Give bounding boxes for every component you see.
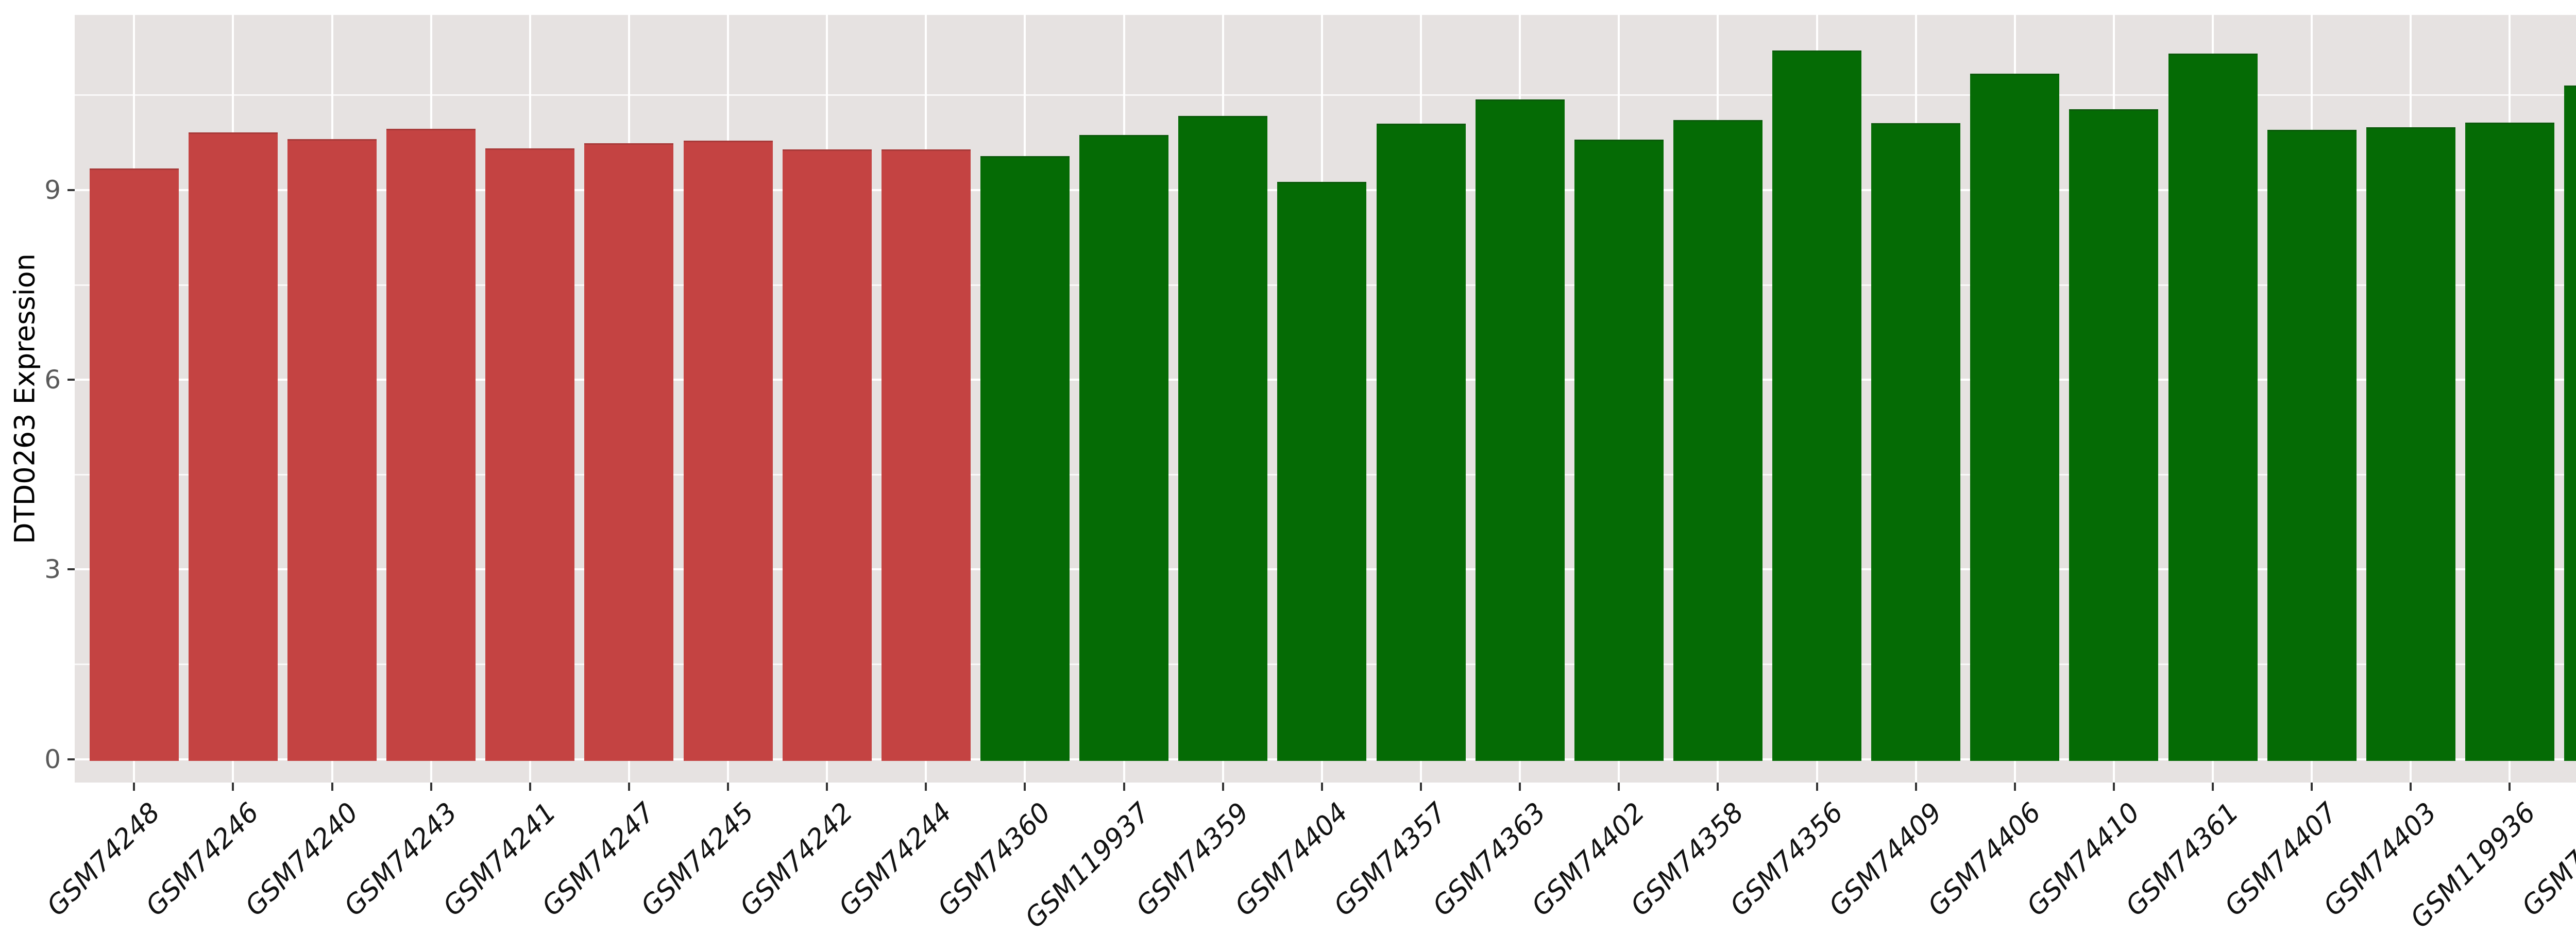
bar-GSM74403 <box>2366 127 2455 761</box>
y-tick-label-text: 0 <box>44 744 61 774</box>
bar-GSM74243 <box>386 128 476 761</box>
bar-GSM74362 <box>2564 86 2576 761</box>
x-tick-mark <box>2212 783 2214 791</box>
x-tick-mark <box>2509 783 2511 791</box>
x-tick-mark <box>2311 783 2313 791</box>
x-tick-mark <box>2112 783 2115 791</box>
y-tick-mark <box>67 568 75 571</box>
x-tick-mark <box>1914 783 1917 791</box>
x-tick-mark <box>1123 783 1125 791</box>
bar-GSM74248 <box>89 168 179 761</box>
y-tick-mark <box>67 189 75 191</box>
bar-GSM74361 <box>2168 53 2258 761</box>
bar-GSM74407 <box>2267 130 2357 761</box>
y-gridline-minor <box>75 94 2576 96</box>
x-tick-mark <box>1717 783 1719 791</box>
bar-GSM74356 <box>1772 50 1862 761</box>
bar-GSM74244 <box>881 149 971 761</box>
bar-GSM74245 <box>683 141 773 761</box>
x-tick-mark <box>1816 783 1818 791</box>
x-tick-mark <box>628 783 630 791</box>
bar-GSM74360 <box>980 156 1070 761</box>
bar-GSM119937 <box>1079 135 1169 761</box>
plot-panel <box>75 15 2576 783</box>
bar-GSM74240 <box>287 139 377 761</box>
x-tick-mark <box>1420 783 1422 791</box>
x-tick-mark <box>2410 783 2412 791</box>
x-tick-mark <box>826 783 828 791</box>
x-tick-mark <box>2013 783 2016 791</box>
x-tick-mark <box>1320 783 1323 791</box>
y-tick-label-text: 3 <box>44 554 61 585</box>
bar-GSM74402 <box>1574 139 1664 761</box>
x-tick-mark <box>133 783 135 791</box>
bar-GSM74363 <box>1475 99 1565 761</box>
bar-GSM74409 <box>1871 123 1961 761</box>
bar-GSM74410 <box>2069 109 2159 761</box>
y-tick-label-text: 9 <box>44 175 61 205</box>
x-tick-mark <box>331 783 333 791</box>
bar-GSM74242 <box>782 149 872 761</box>
bar-GSM74357 <box>1376 124 1466 761</box>
x-tick-mark <box>1618 783 1620 791</box>
bar-GSM74359 <box>1178 116 1268 761</box>
bar-GSM74247 <box>584 143 674 761</box>
bar-GSM74246 <box>188 132 278 761</box>
bar-GSM74406 <box>1970 74 2060 761</box>
bar-GSM74241 <box>485 148 575 761</box>
bar-GSM74404 <box>1277 182 1367 761</box>
bar-GSM119936 <box>2465 122 2554 761</box>
y-tick-mark <box>67 379 75 381</box>
x-tick-mark <box>1222 783 1224 791</box>
x-tick-mark <box>430 783 432 791</box>
x-tick-mark <box>1024 783 1026 791</box>
y-tick-mark <box>67 758 75 760</box>
x-tick-mark <box>727 783 730 791</box>
x-tick-mark <box>232 783 234 791</box>
y-tick-label-text: 6 <box>44 365 61 395</box>
bar-GSM74358 <box>1673 120 1762 761</box>
x-tick-mark <box>925 783 927 791</box>
x-tick-mark <box>529 783 531 791</box>
y-axis-title-text: DTD0263 Expression <box>8 253 41 544</box>
x-tick-mark <box>1519 783 1521 791</box>
